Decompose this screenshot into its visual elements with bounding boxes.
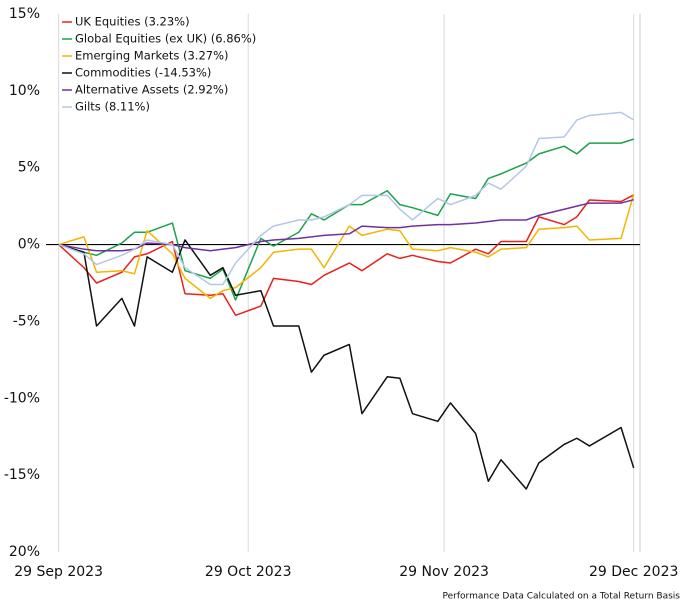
y-tick-label: -5% [13, 313, 40, 329]
legend-label: Commodities (-14.53%) [75, 66, 211, 80]
y-tick-label: 5% [18, 160, 40, 176]
y-tick-label: 0% [18, 237, 40, 253]
y-tick-label: -15% [4, 467, 40, 483]
x-tick-label: 29 Nov 2023 [399, 564, 489, 580]
series-line [58, 198, 634, 252]
legend-label: Gilts (8.11%) [75, 100, 150, 114]
x-tick-label: 29 Sep 2023 [14, 564, 103, 580]
series-line [58, 194, 635, 300]
footnote: Performance Data Calculated on a Total R… [443, 592, 681, 602]
x-tick-label: 29 Dec 2023 [589, 564, 678, 580]
y-tick-label: 10% [9, 83, 40, 99]
series-line [58, 194, 635, 317]
series-line [58, 111, 635, 286]
legend-label: Global Equities (ex UK) (6.86%) [75, 32, 256, 46]
y-tick-label: -10% [4, 390, 40, 406]
x-tick-label: 29 Oct 2023 [205, 564, 292, 580]
legend-label: UK Equities (3.23%) [75, 15, 190, 29]
y-tick-label: 20% [9, 544, 40, 560]
legend-label: Alternative Assets (2.92%) [75, 83, 228, 97]
legend-label: Emerging Markets (3.27%) [75, 49, 229, 63]
series-line [58, 239, 635, 490]
y-tick-label: 15% [9, 6, 40, 22]
legend: UK Equities (3.23%) Global Equities (ex U… [62, 15, 256, 114]
